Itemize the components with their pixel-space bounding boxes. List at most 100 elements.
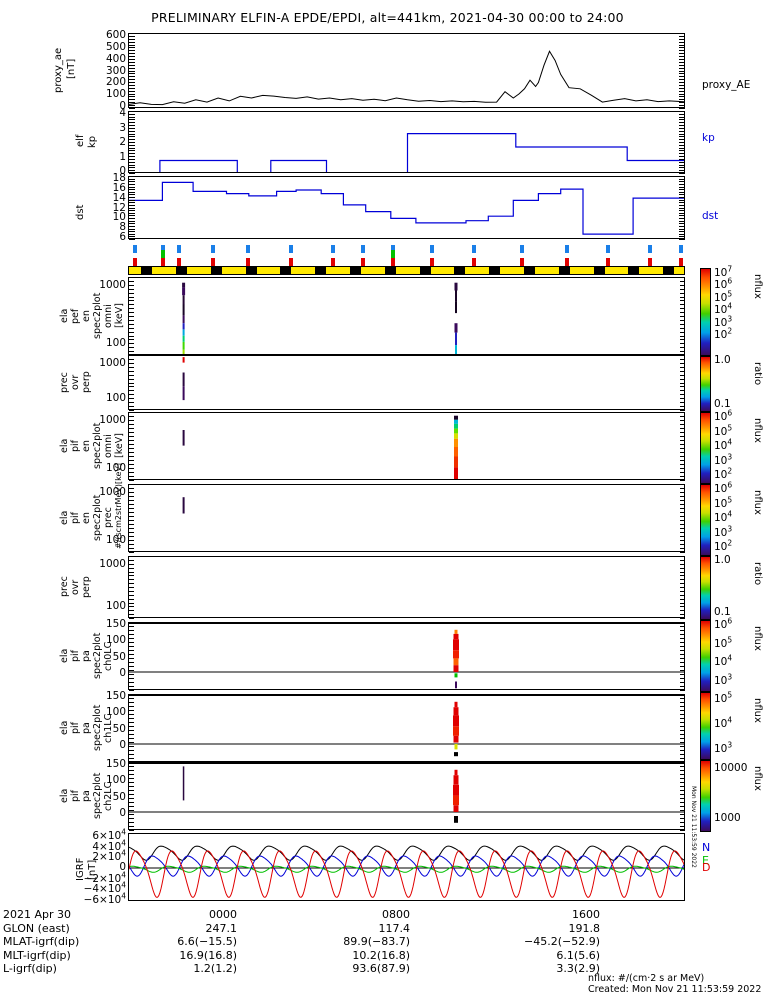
y-tick-label: 0	[119, 164, 126, 177]
ela-pif-pa-spec2plot-ch0lc-plot	[129, 623, 684, 689]
spectrogram-cell	[182, 295, 185, 305]
axis-tick	[679, 61, 685, 63]
axis-tick	[680, 806, 685, 807]
y-tick-label: 300	[105, 64, 126, 77]
panel-kp	[128, 111, 685, 173]
axis-tick	[129, 197, 135, 198]
y-tick-label: 400	[105, 52, 126, 65]
axis-tick	[680, 662, 685, 663]
ela-pif-pa-spec2plot-ch1lc-ylabel-line: ch1LC	[103, 713, 114, 743]
colorbar-label: nflux	[752, 418, 763, 443]
spectrogram-cell	[454, 415, 458, 420]
axis-tick	[129, 540, 134, 541]
axis-tick	[679, 84, 685, 86]
ela-pif-pa-spec2plot-ch1lc-spectrogram	[129, 695, 684, 757]
axis-tick	[679, 108, 685, 109]
spectrogram-cell	[453, 639, 459, 651]
page-title: PRELIMINARY ELFIN-A EPDE/EPDI, alt=441km…	[151, 10, 624, 25]
axis-tick	[680, 484, 685, 485]
axis-tick	[680, 456, 685, 457]
axis-tick	[679, 35, 685, 37]
spectrogram-cell	[182, 329, 185, 336]
axis-tick	[680, 618, 685, 619]
axis-tick	[129, 374, 134, 376]
axis-tick	[129, 410, 134, 411]
spectrogram-cell	[453, 715, 459, 727]
y-tick-label: 100	[105, 87, 126, 100]
axis-tick	[680, 516, 685, 517]
orbit-segment-marker	[280, 266, 292, 275]
spectrogram-cell	[454, 673, 458, 678]
axis-tick	[129, 686, 134, 687]
y-tick-label: 50	[112, 650, 126, 663]
axis-tick	[129, 70, 135, 72]
y-tick-label: 100	[105, 599, 126, 612]
axis-tick	[129, 690, 134, 691]
spectrogram-cell	[454, 744, 458, 750]
colorbar-ela-pif-pa-spec2plot-ch1lc	[700, 692, 711, 760]
axis-tick	[129, 366, 134, 368]
axis-tick	[680, 738, 685, 739]
spectrogram-cell	[454, 752, 458, 757]
axis-tick	[129, 300, 134, 302]
axis-tick	[680, 416, 685, 417]
axis-tick	[129, 64, 135, 66]
axis-tick	[680, 448, 685, 449]
axis-tick	[129, 218, 135, 219]
axis-tick	[679, 233, 685, 235]
footer-value: 89.9(−83.7)	[343, 935, 410, 949]
axis-tick	[680, 528, 685, 529]
y-tick-label: 6	[119, 230, 126, 243]
axis-tick	[680, 472, 685, 473]
axis-tick	[129, 424, 134, 425]
axis-tick	[129, 82, 135, 84]
axis-tick	[680, 548, 685, 549]
panel-prec-ovr-perp-1	[128, 355, 685, 410]
axis-tick	[129, 758, 134, 759]
axis-tick	[680, 492, 685, 493]
axis-tick	[129, 766, 134, 767]
axis-tick	[679, 170, 685, 172]
axis-tick	[129, 548, 134, 549]
spectrogram-cell	[182, 372, 185, 387]
axis-tick	[129, 614, 134, 616]
axis-tick	[129, 563, 134, 565]
event-tick-marker	[472, 258, 477, 266]
axis-tick	[129, 594, 134, 596]
event-tick-marker	[132, 245, 137, 253]
axis-tick	[129, 113, 135, 115]
axis-tick	[129, 782, 134, 783]
event-tick-marker	[160, 258, 165, 266]
axis-tick	[129, 774, 134, 775]
axis-tick	[129, 44, 135, 46]
axis-tick	[679, 194, 685, 196]
axis-tick	[129, 292, 134, 294]
axis-tick	[680, 386, 685, 388]
axis-tick	[679, 139, 685, 141]
colorbar-label: ratio	[752, 562, 763, 586]
footer-value: 191.8	[568, 921, 601, 935]
event-tick-marker	[210, 245, 215, 253]
axis-tick	[680, 818, 685, 819]
axis-tick	[129, 484, 134, 485]
axis-tick	[680, 742, 685, 743]
colorbar-tick-label: 1000	[714, 811, 741, 824]
spectrogram-cell	[454, 433, 458, 439]
footnote-created: Created: Mon Nov 21 11:53:59 2022	[588, 984, 762, 995]
axis-tick	[679, 73, 685, 75]
y-tick-label: 500	[105, 40, 126, 53]
axis-tick	[680, 718, 685, 719]
axis-tick	[679, 50, 685, 52]
y-tick-label: 100	[105, 774, 126, 787]
orbit-segment-marker	[384, 266, 396, 275]
axis-tick	[129, 790, 134, 791]
axis-tick	[679, 56, 685, 58]
event-tick-marker	[429, 258, 434, 266]
spectrogram-cell	[454, 456, 458, 468]
axis-tick	[129, 559, 134, 561]
footer-value: 0800	[382, 908, 410, 921]
axis-tick	[680, 563, 685, 565]
axis-tick	[680, 402, 685, 404]
axis-tick	[129, 571, 134, 573]
spectrogram-cell	[182, 357, 185, 363]
